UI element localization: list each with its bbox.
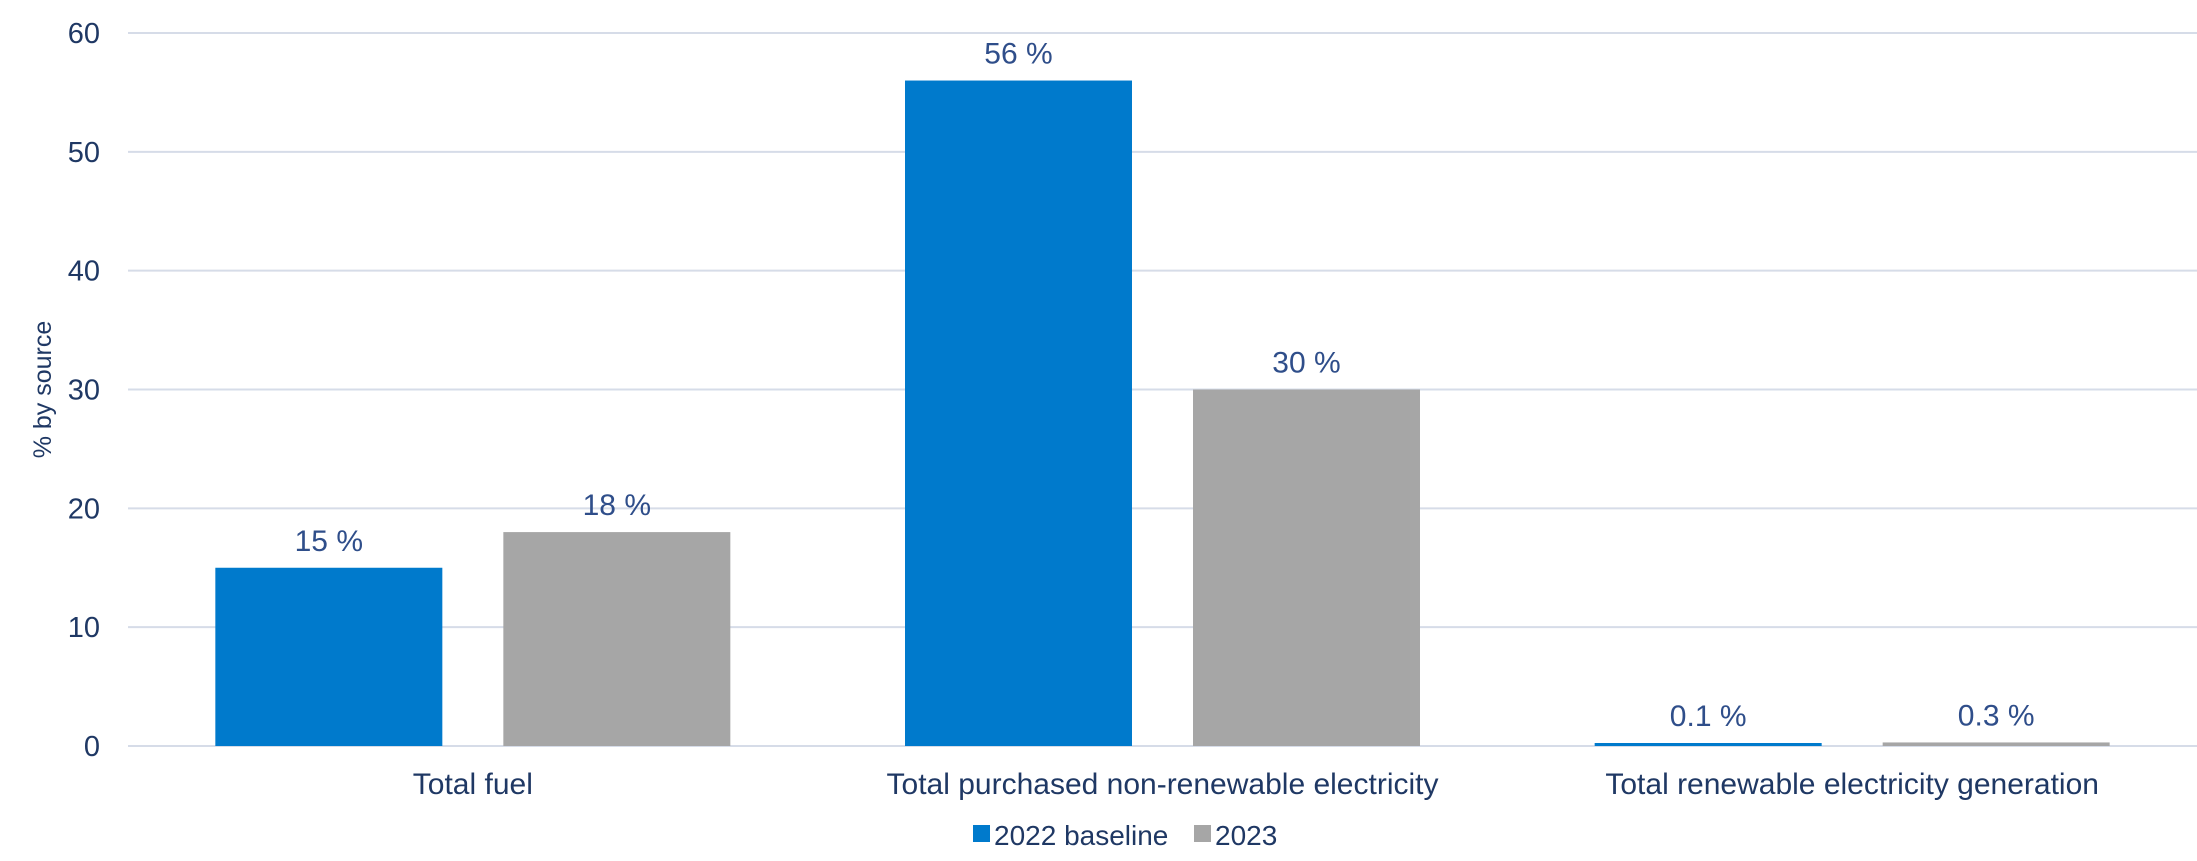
legend-swatch	[973, 825, 990, 842]
data-label: 18 %	[583, 489, 651, 522]
y-tick-label: 0	[84, 731, 100, 763]
legend: 2022 baseline 2023	[973, 820, 1277, 851]
bar-2022-baseline	[905, 80, 1132, 747]
gridlines	[128, 32, 2197, 747]
legend-label: 2023	[1215, 820, 1277, 851]
bar-2023	[503, 532, 731, 746]
data-label: 15 %	[295, 525, 363, 558]
bar-2022-baseline	[1594, 743, 1822, 746]
data-label: 30 %	[1272, 347, 1340, 380]
data-label: 56 %	[984, 38, 1052, 71]
legend-label: 2022 baseline	[994, 820, 1168, 851]
x-axis-categories: Total fuel Total purchased non-renewable …	[413, 768, 2099, 801]
x-category-label: Total renewable electricity generation	[1605, 768, 2099, 801]
bar-2023	[1193, 389, 1420, 746]
bar-2023	[1882, 742, 2110, 746]
y-tick-label: 60	[68, 18, 100, 50]
y-tick-label: 20	[68, 493, 100, 525]
y-tick-label: 30	[68, 375, 100, 407]
data-labels: 15 % 18 % 56 % 30 % 0.1 % 0.3 %	[295, 38, 2035, 733]
bar-2022-baseline	[215, 567, 443, 746]
y-tick-label: 10	[68, 612, 100, 644]
data-label: 0.3 %	[1958, 699, 2035, 732]
legend-swatch	[1194, 825, 1211, 842]
y-tick-label: 50	[68, 137, 100, 169]
y-axis-label: % by source	[29, 321, 57, 459]
y-tick-label: 40	[68, 256, 100, 288]
data-label: 0.1 %	[1670, 700, 1747, 733]
x-category-label: Total purchased non-renewable electricit…	[887, 768, 1439, 801]
bars	[215, 80, 2110, 747]
x-category-label: Total fuel	[413, 768, 533, 801]
y-axis-ticks: 0 10 20 30 40 50 60	[68, 18, 100, 763]
